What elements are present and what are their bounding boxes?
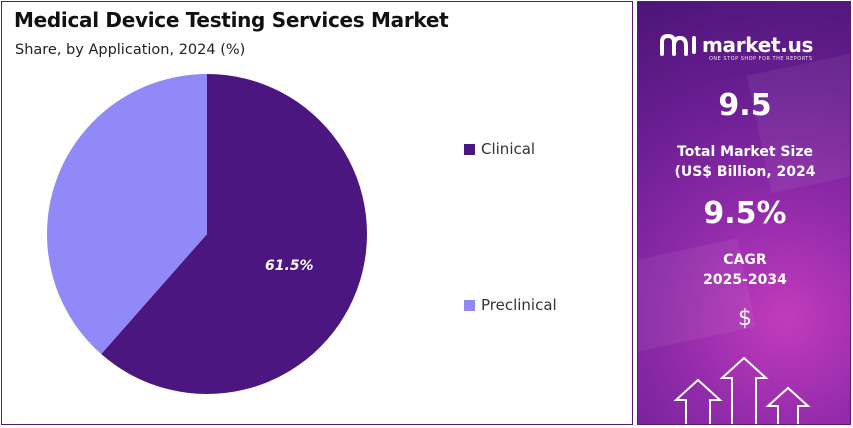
brand-name: market.us bbox=[702, 33, 814, 57]
chart-panel: Medical Device Testing Services Market S… bbox=[1, 1, 633, 425]
market-size-label-line2: (US$ Billion, 2024 bbox=[674, 164, 816, 180]
legend-swatch-clinical bbox=[464, 143, 475, 155]
pie-chart: 61.5% bbox=[47, 74, 368, 394]
cagr-value: 9.5% bbox=[703, 196, 787, 231]
data-label-clinical: 61.5% bbox=[265, 258, 314, 274]
cagr-label-line1: CAGR bbox=[723, 252, 767, 268]
summary-panel: market.us ONE STOP SHOP FOR THE REPORTS … bbox=[637, 1, 851, 425]
market-size-label-line1: Total Market Size bbox=[677, 144, 813, 160]
dollar-icon: $ bbox=[738, 306, 752, 331]
legend-label-clinical: Clinical bbox=[481, 140, 536, 158]
legend-label-preclinical: Preclinical bbox=[481, 296, 557, 314]
brand-tagline: ONE STOP SHOP FOR THE REPORTS bbox=[709, 56, 813, 62]
growth-arrows-icon bbox=[673, 356, 811, 424]
legend-item-clinical: Clinical bbox=[464, 140, 535, 158]
market-size-value: 9.5 bbox=[718, 88, 772, 123]
brand-logo: market.us bbox=[658, 32, 813, 58]
cagr-label-line2: 2025-2034 bbox=[703, 272, 787, 288]
pie-slice-clinical bbox=[101, 74, 368, 394]
chart-title: Medical Device Testing Services Market bbox=[14, 8, 449, 32]
legend-item-preclinical: Preclinical bbox=[464, 296, 557, 314]
pie-slice-preclinical bbox=[47, 74, 208, 355]
market-us-logo-icon bbox=[660, 33, 696, 56]
legend-swatch-preclinical bbox=[464, 299, 475, 311]
chart-subtitle: Share, by Application, 2024 (%) bbox=[15, 42, 246, 58]
